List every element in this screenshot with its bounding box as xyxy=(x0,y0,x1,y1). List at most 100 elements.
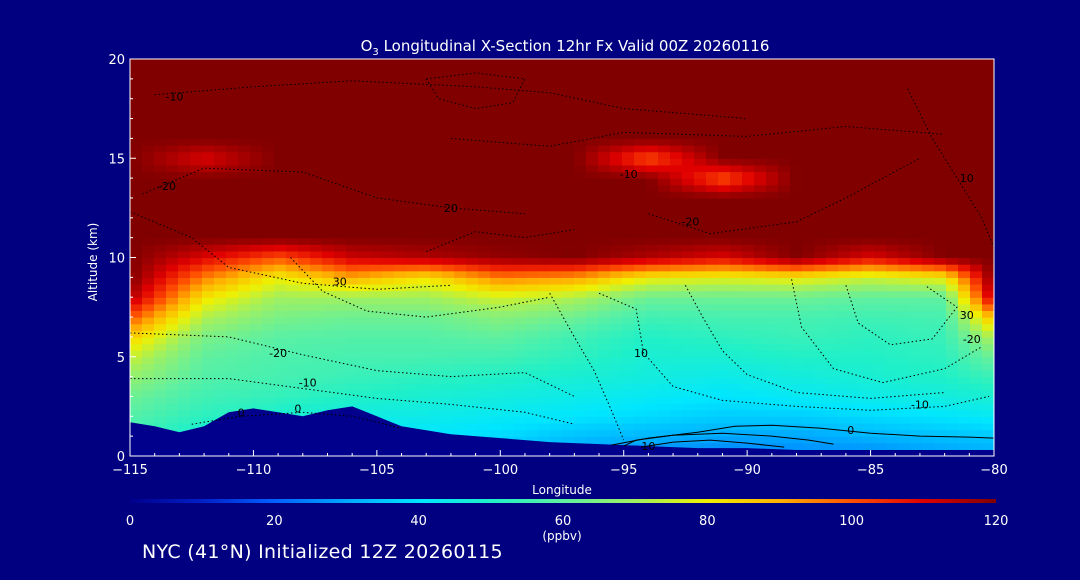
heatmap-cell xyxy=(178,138,191,146)
heatmap-cell xyxy=(862,363,875,371)
heatmap-cell xyxy=(754,270,767,278)
heatmap-cell xyxy=(838,297,851,305)
heatmap-cell xyxy=(718,376,731,384)
heatmap-cell xyxy=(982,283,994,292)
heatmap-cell xyxy=(694,204,707,212)
heatmap-cell xyxy=(790,184,803,192)
heatmap-cell xyxy=(490,65,503,73)
heatmap-cell xyxy=(646,118,659,126)
heatmap-cell xyxy=(574,264,587,272)
heatmap-cell xyxy=(442,297,455,305)
heatmap-cell xyxy=(394,277,407,285)
heatmap-cell xyxy=(442,330,455,338)
heatmap-cell xyxy=(646,85,659,93)
heatmap-cell xyxy=(418,277,431,285)
heatmap-cell xyxy=(574,350,587,358)
heatmap-cell xyxy=(394,125,407,133)
heatmap-cell xyxy=(562,118,575,126)
heatmap-cell xyxy=(610,111,623,120)
heatmap-cell xyxy=(586,403,599,411)
heatmap-cell xyxy=(178,237,191,245)
heatmap-cell xyxy=(586,78,599,87)
heatmap-cell xyxy=(430,224,443,232)
heatmap-cell xyxy=(730,191,743,199)
heatmap-cell xyxy=(298,336,311,345)
heatmap-cell xyxy=(394,118,407,126)
heatmap-cell xyxy=(634,389,647,398)
heatmap-cell xyxy=(286,343,299,351)
heatmap-cell xyxy=(826,277,839,285)
heatmap-cell xyxy=(562,422,575,431)
dotted-contour xyxy=(684,285,945,399)
heatmap-cell xyxy=(934,409,947,417)
heatmap-cell xyxy=(238,350,251,358)
heatmap-cell xyxy=(382,72,395,80)
heatmap-cell xyxy=(742,336,755,345)
heatmap-cell xyxy=(490,389,503,398)
heatmap-cell xyxy=(874,98,887,106)
heatmap-cell xyxy=(898,197,911,206)
heatmap-cell xyxy=(802,336,815,345)
heatmap-cell xyxy=(862,343,875,351)
heatmap-cell xyxy=(430,409,443,417)
heatmap-cell xyxy=(682,105,695,113)
heatmap-cell xyxy=(490,297,503,305)
heatmap-cell xyxy=(706,105,719,113)
heatmap-cell xyxy=(502,264,515,272)
heatmap-cell xyxy=(322,257,335,265)
heatmap-cell xyxy=(574,376,587,384)
heatmap-cell xyxy=(418,131,431,139)
heatmap-cell xyxy=(898,98,911,106)
heatmap-cell xyxy=(394,290,407,298)
heatmap-cell xyxy=(250,125,263,133)
heatmap-cell xyxy=(898,178,911,186)
heatmap-cell xyxy=(742,92,755,100)
heatmap-cell xyxy=(526,290,539,298)
dotted-contour xyxy=(130,211,451,290)
heatmap-cell xyxy=(622,178,635,186)
heatmap-cell xyxy=(262,197,275,206)
heatmap-cell xyxy=(802,264,815,272)
heatmap-cell xyxy=(466,383,479,391)
heatmap-cell xyxy=(466,184,479,192)
heatmap-cell xyxy=(646,383,659,391)
heatmap-cell xyxy=(466,283,479,292)
heatmap-cell xyxy=(610,416,623,424)
heatmap-cell xyxy=(514,264,527,272)
heatmap-cell xyxy=(274,310,287,318)
heatmap-cell xyxy=(178,369,191,378)
heatmap-cell xyxy=(910,105,923,113)
heatmap-cell xyxy=(670,204,683,212)
heatmap-cell xyxy=(610,217,623,226)
heatmap-cell xyxy=(154,151,167,159)
heatmap-cell xyxy=(802,224,815,232)
heatmap-cell xyxy=(658,72,671,80)
heatmap-cell xyxy=(622,217,635,226)
heatmap-cell xyxy=(466,422,479,431)
heatmap-cell xyxy=(394,330,407,338)
heatmap-cell xyxy=(838,257,851,265)
heatmap-cell xyxy=(334,383,347,391)
heatmap-cell xyxy=(286,78,299,87)
heatmap-cell xyxy=(958,310,971,318)
heatmap-cell xyxy=(382,303,395,312)
heatmap-cell xyxy=(730,105,743,113)
heatmap-cell xyxy=(658,197,671,206)
heatmap-cell xyxy=(334,257,347,265)
heatmap-cell xyxy=(322,383,335,391)
heatmap-cell xyxy=(754,343,767,351)
heatmap-cell xyxy=(850,224,863,232)
heatmap-cell xyxy=(958,164,971,173)
heatmap-cell xyxy=(178,303,191,312)
heatmap-cell xyxy=(226,85,239,93)
heatmap-cell xyxy=(646,422,659,431)
heatmap-cell xyxy=(790,389,803,398)
heatmap-cell xyxy=(802,197,815,206)
heatmap-cell xyxy=(958,403,971,411)
heatmap-cell xyxy=(286,244,299,252)
heatmap-cell xyxy=(310,217,323,226)
heatmap-cell xyxy=(298,72,311,80)
heatmap-cell xyxy=(190,105,203,113)
heatmap-cell xyxy=(166,250,179,259)
heatmap-cell xyxy=(790,363,803,371)
